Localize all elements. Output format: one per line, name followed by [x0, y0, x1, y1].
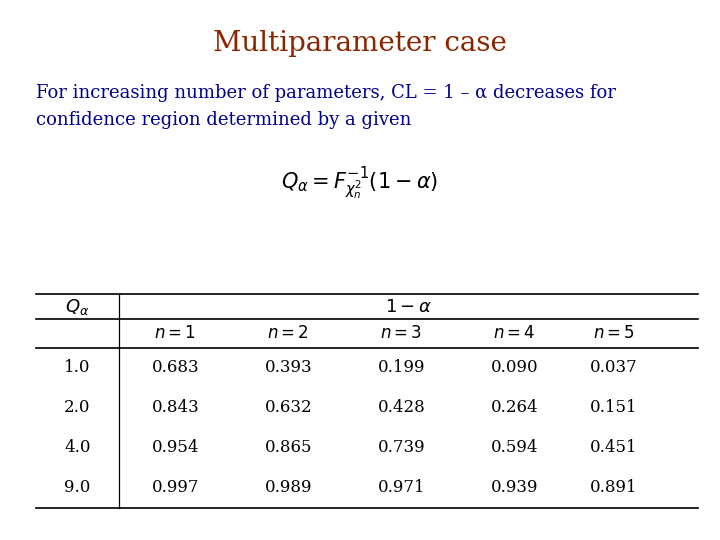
Text: 0.971: 0.971	[377, 479, 426, 496]
Text: 4.0: 4.0	[64, 439, 91, 456]
Text: 0.037: 0.037	[590, 359, 638, 376]
Text: $n=3$: $n=3$	[380, 325, 423, 342]
Text: 0.683: 0.683	[151, 359, 199, 376]
Text: $n=5$: $n=5$	[593, 325, 635, 342]
Text: 0.594: 0.594	[491, 439, 538, 456]
Text: 0.090: 0.090	[490, 359, 539, 376]
Text: $Q_{\alpha} = F_{\chi^2_n}^{-1}(1 - \alpha)$: $Q_{\alpha} = F_{\chi^2_n}^{-1}(1 - \alp…	[282, 165, 438, 202]
Text: $n=2$: $n=2$	[267, 325, 310, 342]
Text: 0.891: 0.891	[590, 479, 638, 496]
Text: $1 - \alpha$: $1 - \alpha$	[385, 298, 432, 315]
Text: 0.428: 0.428	[377, 399, 426, 416]
Text: $n=1$: $n=1$	[154, 325, 197, 342]
Text: 0.954: 0.954	[152, 439, 199, 456]
Text: 0.393: 0.393	[264, 359, 312, 376]
Text: Multiparameter case: Multiparameter case	[213, 30, 507, 57]
Text: 0.939: 0.939	[491, 479, 538, 496]
Text: 0.264: 0.264	[490, 399, 539, 416]
Text: 0.989: 0.989	[265, 479, 312, 496]
Text: 0.865: 0.865	[265, 439, 312, 456]
Text: $Q_{\alpha}$: $Q_{\alpha}$	[66, 296, 89, 316]
Text: confidence region determined by a given: confidence region determined by a given	[36, 111, 411, 129]
Text: $n=4$: $n=4$	[493, 325, 536, 342]
Text: 0.739: 0.739	[377, 439, 426, 456]
Text: 2.0: 2.0	[64, 399, 91, 416]
Text: 0.843: 0.843	[151, 399, 199, 416]
Text: 0.151: 0.151	[590, 399, 638, 416]
Text: 0.199: 0.199	[378, 359, 425, 376]
Text: 1.0: 1.0	[64, 359, 91, 376]
Text: 0.451: 0.451	[590, 439, 638, 456]
Text: For increasing number of parameters, CL = 1 – α decreases for: For increasing number of parameters, CL …	[36, 84, 616, 102]
Text: 9.0: 9.0	[64, 479, 91, 496]
Text: 0.997: 0.997	[152, 479, 199, 496]
Text: 0.632: 0.632	[264, 399, 312, 416]
